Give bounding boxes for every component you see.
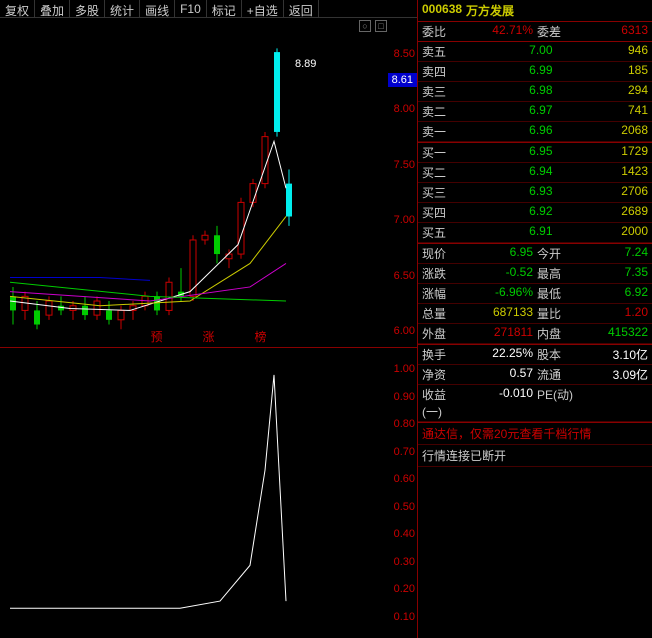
toolbar-复权[interactable]: 复权 xyxy=(0,0,35,17)
toolbar-叠加[interactable]: 叠加 xyxy=(35,0,70,17)
detail-row: 收益(一)-0.010PE(动) xyxy=(418,385,652,422)
toolbar-画线[interactable]: 画线 xyxy=(140,0,175,17)
detail-row: 涨跌-0.52最高7.35 xyxy=(418,264,652,284)
main-y-axis: 8.508.007.507.006.506.00 xyxy=(394,18,415,347)
orderbook-row: 卖四6.99185 xyxy=(418,62,652,82)
detail-row: 外盘271811内盘415322 xyxy=(418,324,652,344)
sub-y-axis: 1.000.900.800.700.600.500.400.300.200.10 xyxy=(394,348,415,638)
toolbar-返回[interactable]: 返回 xyxy=(284,0,319,17)
toolbar-+自选[interactable]: +自选 xyxy=(242,0,284,17)
orderbook-row: 买四6.922689 xyxy=(418,203,652,223)
current-price-badge: 8.61 xyxy=(388,73,417,87)
stock-header: 000638 万方发展 xyxy=(418,0,652,22)
label-yu: 预 xyxy=(150,328,162,345)
toolbar-多股[interactable]: 多股 xyxy=(70,0,105,17)
toolbar-F10[interactable]: F10 xyxy=(175,0,207,17)
toolbar-统计[interactable]: 统计 xyxy=(105,0,140,17)
connection-status: 行情连接已断开 xyxy=(418,445,652,467)
orderbook-row: 买二6.941423 xyxy=(418,163,652,183)
toolbar-标记[interactable]: 标记 xyxy=(207,0,242,17)
diff-label: 委差 xyxy=(537,23,572,40)
sub-chart[interactable]: 1.000.900.800.700.600.500.400.300.200.10 xyxy=(0,348,417,638)
stock-code: 000638 xyxy=(422,2,462,19)
label-bang: 榜 xyxy=(255,328,267,345)
ratio-row: 委比 42.71% 委差 6313 xyxy=(418,22,652,42)
detail-row: 换手22.25%股本3.10亿 xyxy=(418,345,652,365)
toolbar: 复权叠加多股统计画线F10标记+自选返回 xyxy=(0,0,417,18)
label-zhang: 涨 xyxy=(202,328,214,345)
detail-row: 总量687133量比1.20 xyxy=(418,304,652,324)
orderbook-row: 卖三6.98294 xyxy=(418,82,652,102)
orderbook-row: 卖五7.00946 xyxy=(418,42,652,62)
bottom-labels: 预 涨 榜 xyxy=(0,328,417,345)
detail-row: 现价6.95今开7.24 xyxy=(418,244,652,264)
detail-row: 净资0.57流通3.09亿 xyxy=(418,365,652,385)
orderbook-row: 卖一6.962068 xyxy=(418,122,652,142)
diff-value: 6313 xyxy=(572,23,648,40)
notice-text[interactable]: 通达信，仅需20元查看千档行情 xyxy=(418,422,652,445)
orderbook-row: 卖二6.97741 xyxy=(418,102,652,122)
detail-row: 涨幅-6.96%最低6.92 xyxy=(418,284,652,304)
ratio-value: 42.71% xyxy=(457,23,533,40)
orderbook-row: 买五6.912000 xyxy=(418,223,652,243)
price-annotation: 8.89 xyxy=(295,58,316,70)
ratio-label: 委比 xyxy=(422,23,457,40)
orderbook-row: 买三6.932706 xyxy=(418,183,652,203)
main-chart[interactable]: ○ □ 8.61 8.89 8.508.007.507.006.506.00 预… xyxy=(0,18,417,348)
orderbook-row: 买一6.951729 xyxy=(418,143,652,163)
quote-panel: 000638 万方发展 委比 42.71% 委差 6313 卖五7.00946卖… xyxy=(417,0,652,638)
stock-name: 万方发展 xyxy=(466,2,514,19)
